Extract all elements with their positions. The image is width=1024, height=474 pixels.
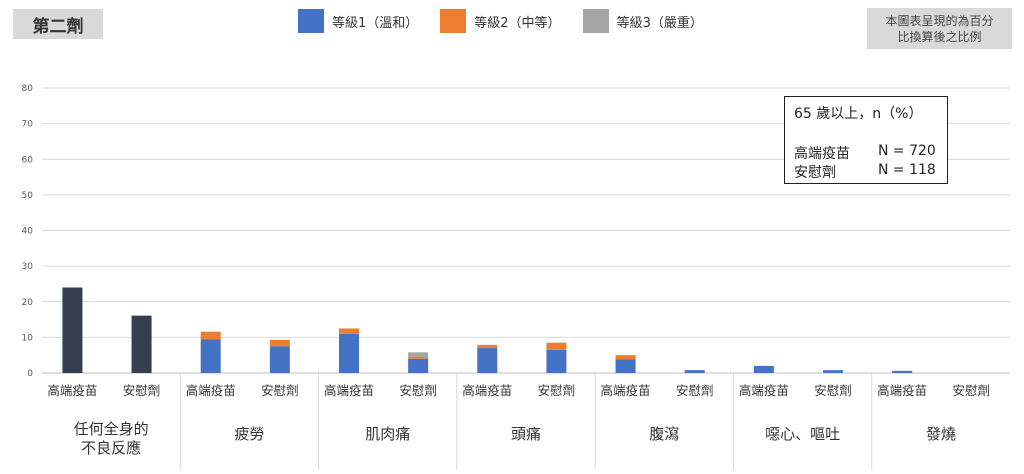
legend-label-grade1: 等級1（溫和） bbox=[332, 15, 419, 31]
sample-size-title: 65 歲以上，n（%） bbox=[794, 106, 923, 122]
x-group-label: 發燒 bbox=[926, 425, 956, 443]
bar-segment bbox=[408, 358, 429, 373]
sample-size-n: N = 118 bbox=[878, 162, 936, 178]
bar-segment bbox=[269, 346, 290, 373]
note-line-2: 比換算後之比例 bbox=[897, 29, 982, 44]
dose-label: 第二劑 bbox=[13, 9, 103, 39]
bar-segment bbox=[338, 333, 359, 373]
x-bar-label: 安慰劑 bbox=[399, 383, 437, 398]
x-group-label: 腹瀉 bbox=[649, 425, 679, 443]
bar-segment bbox=[477, 344, 498, 349]
x-bar-label: 高端疫苗 bbox=[739, 383, 789, 398]
bar-total bbox=[131, 315, 152, 373]
x-bar-label: 安慰劑 bbox=[814, 383, 852, 398]
legend-item-grade3: 等級3（嚴重） bbox=[582, 9, 703, 33]
y-tick-label: 20 bbox=[22, 298, 34, 308]
bar-segment bbox=[546, 349, 567, 373]
y-tick-label: 40 bbox=[22, 227, 34, 237]
bar-segment bbox=[408, 356, 429, 359]
x-bar-label: 安慰劑 bbox=[953, 383, 991, 398]
bar-segment bbox=[822, 370, 843, 373]
x-bar-label: 高端疫苗 bbox=[186, 383, 236, 398]
bar-segment bbox=[200, 331, 221, 340]
x-group-label: 噁心、嘔吐 bbox=[765, 425, 840, 443]
bar-segment bbox=[615, 359, 636, 373]
x-bar-label: 安慰劑 bbox=[261, 383, 299, 398]
y-tick-label: 30 bbox=[22, 262, 34, 272]
sample-size-row-placebo: 安慰劑 N = 118 bbox=[794, 162, 944, 182]
bar-segment bbox=[684, 370, 705, 373]
y-tick-label: 50 bbox=[22, 191, 34, 201]
y-tick-label: 0 bbox=[27, 369, 33, 379]
note-box: 本圖表呈現的為百分 比換算後之比例 bbox=[867, 8, 1012, 49]
bar-segment bbox=[615, 355, 636, 360]
bar-segment bbox=[200, 339, 221, 373]
x-bar-label: 高端疫苗 bbox=[47, 383, 97, 398]
legend-swatch-grade3 bbox=[582, 9, 609, 33]
x-group-label: 任何全身的 bbox=[74, 420, 149, 438]
x-bar-label: 高端疫苗 bbox=[324, 383, 374, 398]
legend-label-grade3: 等級3（嚴重） bbox=[616, 15, 703, 31]
y-tick-label: 10 bbox=[22, 333, 34, 343]
x-group-label: 頭痛 bbox=[511, 425, 541, 443]
legend-swatch-grade1 bbox=[298, 9, 324, 33]
x-bar-label: 安慰劑 bbox=[676, 383, 714, 398]
bar-segment bbox=[408, 352, 429, 357]
y-tick-label: 60 bbox=[22, 155, 34, 165]
bar-total bbox=[62, 287, 83, 373]
x-bar-label: 高端疫苗 bbox=[462, 383, 512, 398]
legend-item-grade1: 等級1（溫和） bbox=[298, 9, 418, 33]
bar-segment bbox=[892, 370, 913, 373]
legend-swatch-grade2 bbox=[440, 9, 467, 33]
y-tick-label: 80 bbox=[22, 84, 34, 94]
bar-segment bbox=[477, 348, 498, 373]
legend-label-grade2: 等級2（中等） bbox=[474, 15, 561, 31]
sample-size-group: 高端疫苗 bbox=[794, 146, 850, 162]
sample-size-n: N = 720 bbox=[878, 143, 936, 159]
x-group-label: 疲勞 bbox=[234, 425, 264, 443]
bar-segment bbox=[753, 365, 774, 373]
legend-item-grade2: 等級2（中等） bbox=[440, 9, 561, 33]
bar-segment bbox=[269, 339, 290, 347]
bar-segment bbox=[546, 342, 567, 350]
x-bar-label: 高端疫苗 bbox=[877, 383, 927, 398]
x-bar-label: 高端疫苗 bbox=[601, 383, 651, 398]
x-bar-label: 安慰劑 bbox=[538, 383, 576, 398]
y-tick-label: 70 bbox=[22, 120, 34, 130]
x-group-label: 不良反應 bbox=[81, 439, 141, 457]
x-bar-label: 安慰劑 bbox=[123, 383, 161, 398]
sample-size-group: 安慰劑 bbox=[794, 165, 836, 181]
sample-size-box: 65 歲以上，n（%） 高端疫苗 N = 720 安慰劑 N = 118 bbox=[784, 96, 948, 184]
bar-segment bbox=[338, 328, 359, 334]
sample-size-row-vaccine: 高端疫苗 N = 720 bbox=[794, 143, 944, 163]
x-group-label: 肌肉痛 bbox=[365, 425, 410, 443]
note-line-1: 本圖表呈現的為百分 bbox=[885, 13, 994, 28]
chart-legend: 等級1（溫和） 等級2（中等） 等級3（嚴重） bbox=[298, 9, 725, 33]
